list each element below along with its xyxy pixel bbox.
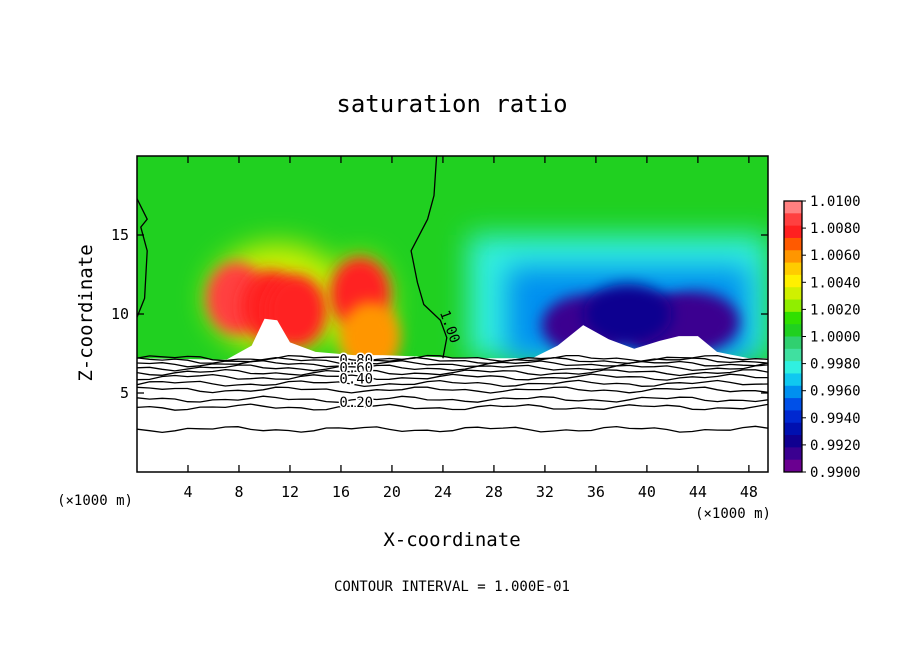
colorbar-swatch [784,398,802,411]
colorbar-label: 1.0020 [810,302,861,318]
y-tick-label: 5 [120,384,129,402]
contour-lines [137,156,768,434]
colorbar-swatch [784,274,802,288]
colorbar-label: 1.0060 [810,248,861,264]
x-tick-label: 44 [689,483,707,501]
colorbar-label: 1.0100 [810,194,861,210]
colorbar-label: 1.0080 [810,221,861,237]
x-tick-label: 16 [332,483,350,501]
colorbar-label: 0.9920 [810,438,861,454]
colorbar-swatch [784,422,802,436]
contour-label-4: 0.20 [339,395,373,411]
colorbar-swatch [784,287,802,301]
colorbar-swatch [784,311,802,325]
y-tick-label: 10 [111,305,129,323]
colorbar-swatch [784,435,802,448]
colorbar-swatch [784,410,802,424]
colorbar-label: 0.9940 [810,411,861,427]
x-tick-label: 36 [587,483,605,501]
contour-line-8 [137,395,768,403]
colorbar-label: 0.9980 [810,357,861,373]
contour-label-2: 0.60 [339,360,373,376]
x-tick-label: 48 [740,483,758,501]
colorbar-swatch [784,213,802,227]
x-unit-label: (×1000 m) [695,506,771,522]
colorbar-swatch [784,324,802,337]
x-tick-label: 28 [485,483,503,501]
y-tick-label: 15 [111,226,129,244]
contour-line-5 [137,373,768,381]
contour-line-7 [137,386,768,394]
y-axis-label: Z-coordinate [75,244,97,381]
x-tick-label: 4 [183,483,192,501]
contour-line-10 [137,425,768,434]
contour-line-1 [137,356,768,365]
contour-label-1: 0.80 [339,353,373,369]
x-tick-label: 12 [281,483,299,501]
y-unit-label: (×1000 m) [57,493,133,509]
colorbar-swatch [784,250,802,264]
saturation-field [137,156,768,361]
contour-line-2 [137,360,768,368]
field-extremum-4 [340,301,401,361]
contour-interval-footer: CONTOUR INTERVAL = 1.000E-01 [334,579,570,595]
colorbar-swatch [784,459,802,473]
colorbar-swatch [784,373,802,387]
colorbar-swatch [784,361,802,374]
contour-labels: 1.000.800.600.400.20 [338,308,463,412]
contour-line-4 [137,368,768,377]
colorbar-label: 0.9960 [810,384,861,400]
colorbar: 1.0100 1.0080 1.0060 1.0040 1.0020 1.0000 0.99… [783,194,861,481]
y-axis: 5 10 15 [111,226,768,402]
colorbar-swatch [784,385,802,399]
contour-line-9 [137,403,768,411]
contour-line-saturation [410,156,448,359]
contour-line-saturation-edge [137,198,148,318]
x-tick-label: 20 [383,483,401,501]
colorbar-swatch [784,225,802,239]
contour-line-3 [137,364,768,372]
colorbar-swatch [784,201,802,214]
x-axis: 4 8 12 16 20 24 28 32 36 40 44 48 [183,156,758,501]
field-unsaturated-region [137,318,768,361]
x-tick-label: 32 [536,483,554,501]
colorbar-swatch [784,299,802,313]
colorbar-swatch [784,237,802,251]
x-tick-label: 40 [638,483,656,501]
colorbar-swatch [784,348,802,362]
colorbar-label: 1.0000 [810,330,861,346]
contour-label-3: 0.40 [339,372,373,388]
x-tick-label: 8 [234,483,243,501]
colorbar-swatch [784,336,802,350]
colorbar-label: 1.0040 [810,275,861,291]
colorbar-label: 0.9900 [810,465,861,481]
x-axis-label: X-coordinate [383,529,520,551]
chart-title: saturation ratio [336,90,567,118]
contour-line-6 [137,379,768,388]
x-tick-label: 24 [434,483,452,501]
field-extremum-7 [651,291,740,352]
colorbar-swatch [784,447,802,461]
field-extremum-8 [583,284,672,344]
contour-line-0 [137,354,768,363]
colorbar-swatch [784,262,802,276]
